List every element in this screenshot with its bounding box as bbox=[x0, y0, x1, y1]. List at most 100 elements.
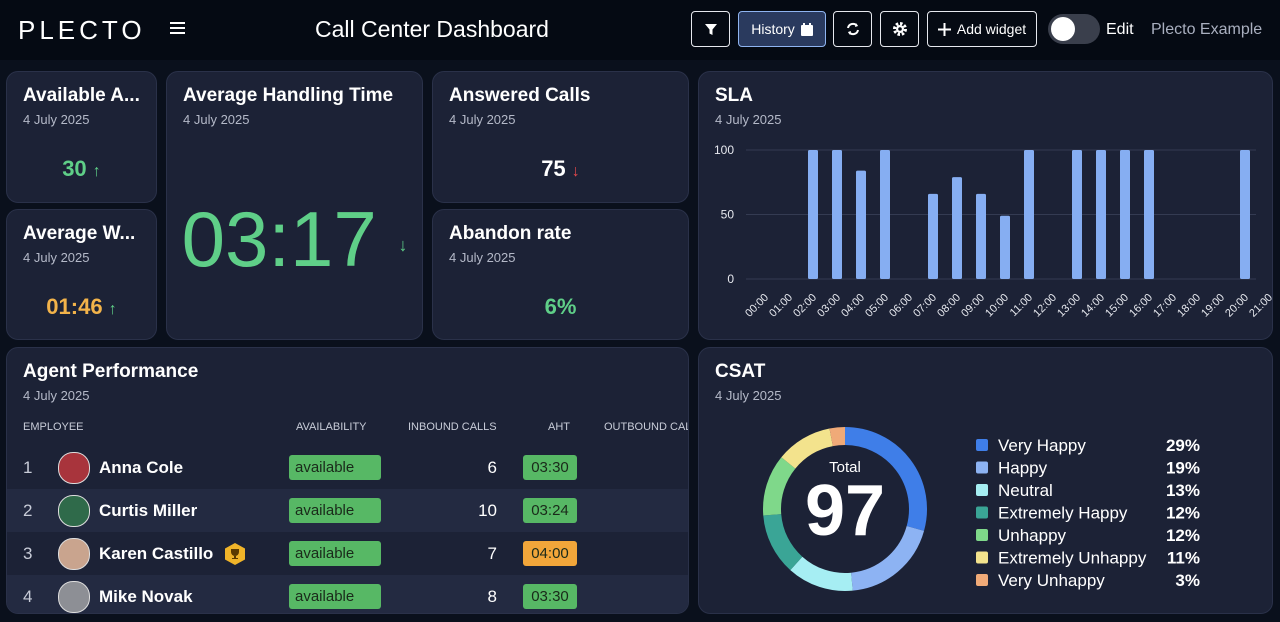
x-tick-label: 10:00 bbox=[983, 292, 1011, 320]
kpi-value: 30 bbox=[62, 156, 87, 181]
account-name[interactable]: Plecto Example bbox=[1151, 21, 1263, 38]
history-button[interactable]: History bbox=[738, 11, 826, 47]
widget-title: Average W... bbox=[23, 223, 136, 244]
employee-name: Anna Cole bbox=[99, 458, 184, 477]
widget-date: 4 July 2025 bbox=[23, 112, 90, 127]
inbound-calls: 6 bbox=[487, 458, 497, 477]
rank: 1 bbox=[23, 458, 33, 477]
button-label: Add widget bbox=[956, 21, 1027, 37]
button-label: History bbox=[751, 21, 795, 37]
table-row[interactable]: 2 Curtis Miller available 10 03:24 bbox=[7, 489, 688, 532]
availability-badge: available bbox=[289, 498, 381, 523]
donut-segment bbox=[844, 427, 927, 531]
widget-title: Answered Calls bbox=[449, 85, 591, 106]
employee-name: Karen Castillo bbox=[99, 544, 214, 563]
bar bbox=[1072, 150, 1082, 279]
x-tick-label: 17:00 bbox=[1151, 292, 1179, 320]
legend-swatch bbox=[976, 439, 988, 451]
avatar bbox=[58, 452, 90, 484]
x-tick-label: 08:00 bbox=[935, 292, 963, 320]
x-tick-label: 00:00 bbox=[743, 292, 771, 320]
legend-value: 12% bbox=[1166, 504, 1200, 523]
bar bbox=[1096, 150, 1106, 279]
csat-chart: Very Happy 29% Happy 19% Neutral 13% Extremely… bbox=[763, 427, 1200, 591]
legend-swatch bbox=[976, 551, 988, 564]
bar bbox=[808, 150, 818, 279]
widget-title: SLA bbox=[715, 85, 753, 106]
inbound-calls: 7 bbox=[487, 544, 497, 563]
bar bbox=[1000, 215, 1010, 279]
table-row[interactable]: 3 Karen Castillo available 7 04:00 bbox=[7, 532, 688, 575]
employee-name: Curtis Miller bbox=[99, 501, 198, 520]
column-header: AHT bbox=[548, 421, 570, 433]
widget-date: 4 July 2025 bbox=[449, 250, 516, 265]
legend-label: Very Unhappy bbox=[998, 571, 1105, 590]
add-widget-button[interactable]: Add widget bbox=[927, 11, 1037, 47]
kpi-value: 03:17 bbox=[181, 195, 377, 283]
legend-value: 19% bbox=[1166, 459, 1200, 478]
x-tick-label: 20:00 bbox=[1223, 292, 1251, 320]
bar bbox=[1144, 150, 1154, 279]
bar bbox=[1240, 150, 1250, 279]
x-tick-label: 11:00 bbox=[1008, 292, 1035, 319]
agent-table-widget[interactable]: Agent Performance 4 July 2025 EMPLOYEE AV… bbox=[6, 347, 689, 614]
logo[interactable]: PLECTO bbox=[18, 15, 146, 45]
kpi-value: 75 bbox=[541, 156, 566, 181]
total-label: Total bbox=[829, 459, 861, 476]
dashboard-title: Call Center Dashboard bbox=[315, 16, 549, 42]
widget-title: Available A... bbox=[23, 85, 140, 106]
avatar bbox=[58, 581, 90, 613]
x-tick-label: 06:00 bbox=[887, 292, 915, 320]
bar bbox=[976, 193, 986, 279]
filter-button[interactable] bbox=[691, 11, 730, 47]
kpi-widget[interactable]: Answered Calls 4 July 2025 75 ↓ bbox=[432, 71, 689, 203]
legend-value: 12% bbox=[1166, 526, 1200, 545]
table-row[interactable]: 1 Anna Cole available 6 03:30 bbox=[7, 446, 688, 489]
widget-title: Average Handling Time bbox=[183, 85, 394, 106]
x-tick-label: 16:00 bbox=[1127, 292, 1155, 320]
aht-badge: 03:30 bbox=[523, 455, 577, 480]
refresh-button[interactable] bbox=[833, 11, 872, 47]
legend-swatch bbox=[976, 574, 988, 586]
kpi-widget[interactable]: Abandon rate 4 July 2025 6% bbox=[432, 209, 689, 340]
kpi-widget[interactable]: Average W... 4 July 2025 01:46 ↑ bbox=[6, 209, 157, 340]
donut-segment bbox=[850, 525, 925, 591]
legend-label: Unhappy bbox=[998, 526, 1067, 545]
legend-value: 11% bbox=[1167, 549, 1200, 568]
y-tick-label: 0 bbox=[727, 272, 734, 286]
widget-date: 4 July 2025 bbox=[715, 388, 782, 403]
kpi-widget[interactable]: Available A... 4 July 2025 30 ↑ bbox=[6, 71, 157, 203]
donut-segment bbox=[829, 427, 846, 447]
edit-toggle[interactable] bbox=[1048, 14, 1100, 44]
bar bbox=[832, 150, 842, 279]
widget-date: 4 July 2025 bbox=[23, 388, 90, 403]
x-tick-label: 05:00 bbox=[863, 292, 891, 320]
settings-button[interactable] bbox=[880, 11, 919, 47]
x-tick-label: 09:00 bbox=[959, 292, 987, 320]
availability-badge: available bbox=[289, 455, 381, 480]
legend-value: 3% bbox=[1175, 571, 1200, 590]
csat-widget[interactable]: CSAT 4 July 2025 Very Happy 29% Happy 19% Neu… bbox=[698, 347, 1273, 614]
kpi-value: 01:46 bbox=[46, 294, 103, 319]
edit-label: Edit bbox=[1106, 21, 1134, 38]
x-tick-label: 01:00 bbox=[767, 292, 795, 320]
donut-segment bbox=[763, 457, 796, 516]
widget-title: Abandon rate bbox=[449, 223, 572, 244]
avatar bbox=[58, 495, 90, 527]
legend-label: Happy bbox=[998, 459, 1048, 478]
x-tick-label: 18:00 bbox=[1175, 292, 1203, 320]
widget-date: 4 July 2025 bbox=[23, 250, 90, 265]
legend-label: Neutral bbox=[998, 481, 1053, 500]
menu-icon[interactable] bbox=[170, 21, 186, 35]
employee-name: Mike Novak bbox=[99, 587, 193, 606]
kpi-widget[interactable]: Average Handling Time 4 July 2025 03:17 ↓ bbox=[166, 71, 423, 340]
donut-segment bbox=[790, 556, 853, 591]
column-header: INBOUND CALLS bbox=[408, 421, 497, 433]
bar bbox=[1024, 150, 1034, 279]
sla-widget[interactable]: SLA 4 July 2025 0 50 100 00:00 01:00 02:00 03:0… bbox=[698, 71, 1273, 340]
column-header: OUTBOUND CAL bbox=[604, 421, 689, 433]
table-row[interactable]: 4 Mike Novak available 8 03:30 bbox=[7, 575, 688, 613]
legend-label: Extremely Unhappy bbox=[998, 549, 1147, 568]
column-header: EMPLOYEE bbox=[23, 421, 84, 433]
x-tick-label: 04:00 bbox=[839, 292, 867, 320]
